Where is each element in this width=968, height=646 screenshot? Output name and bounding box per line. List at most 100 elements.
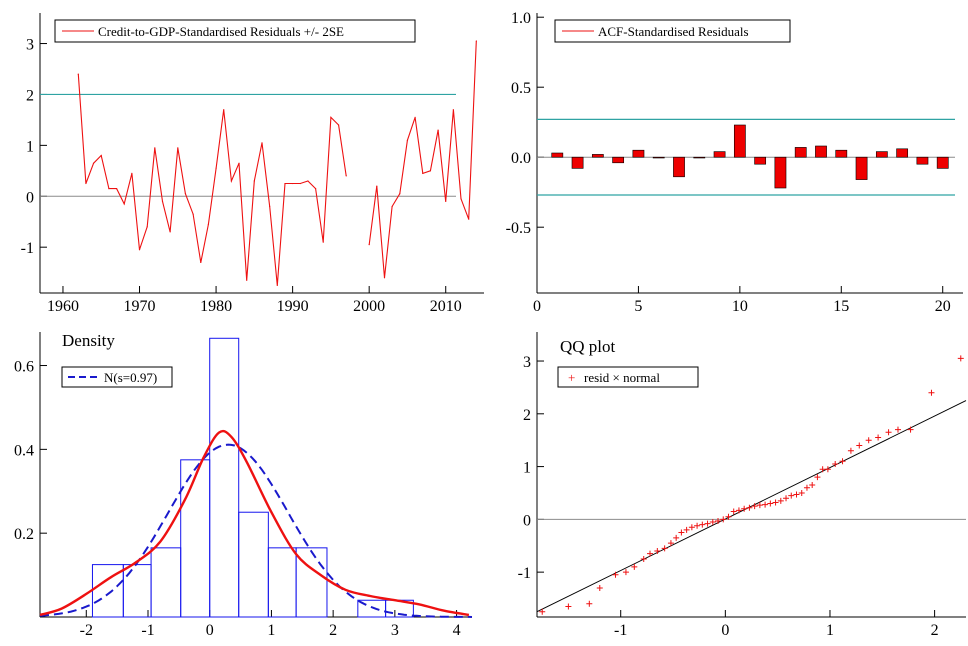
qq-point <box>957 355 964 362</box>
acf-bar <box>673 156 685 178</box>
residuals-y-tick-label: 1 <box>26 138 34 155</box>
residuals-point <box>223 109 225 111</box>
residuals-point <box>85 182 87 185</box>
acf-bar <box>815 145 827 158</box>
histogram-bar <box>295 547 328 618</box>
qq-point <box>783 495 790 502</box>
acf-bar <box>733 124 746 158</box>
qq-y-tick-label: 0 <box>523 512 531 529</box>
acf-legend <box>554 19 791 43</box>
qq-point <box>751 503 758 510</box>
residuals-y-tick-label: 0 <box>26 189 34 206</box>
acf-y-tick-label: 0.5 <box>511 80 531 97</box>
acf-bar <box>774 156 787 189</box>
qq-point <box>847 447 854 454</box>
residuals-point <box>115 188 118 190</box>
qq-point <box>725 513 732 520</box>
residuals-point <box>261 142 263 144</box>
density-x-tick-label: 1 <box>267 622 275 639</box>
qq-point <box>819 466 826 473</box>
residuals-point <box>154 147 156 149</box>
acf-bar <box>754 156 767 165</box>
acf-bar <box>875 151 888 158</box>
residuals-point <box>376 185 378 187</box>
kernel-density-curve <box>39 429 470 617</box>
acf-bar <box>916 156 929 165</box>
residuals-point <box>322 241 324 243</box>
qq-reference-line <box>536 400 967 613</box>
residuals-y-tick-label: -1 <box>21 240 34 257</box>
acf-bar <box>551 152 564 158</box>
residuals-x-tick-label: 1990 <box>277 298 309 315</box>
qq-point <box>793 491 800 498</box>
residuals-point <box>399 193 401 195</box>
residuals-point <box>230 180 232 182</box>
qq-point <box>539 608 546 615</box>
residuals-x-tick-label: 1960 <box>47 298 79 315</box>
density-legend <box>61 366 173 388</box>
acf-bar <box>571 156 584 169</box>
acf-legend-label: ACF-Standardised Residuals <box>598 24 749 39</box>
residuals-point <box>292 182 294 185</box>
qq-x-tick-label: 0 <box>721 622 729 639</box>
qq-point <box>565 603 572 610</box>
density-x-tick-label: 0 <box>206 622 214 639</box>
acf-x-tick-label: 5 <box>634 298 642 315</box>
qq-y-tick-label: 2 <box>523 407 531 424</box>
residuals-point <box>429 170 432 172</box>
qq-point <box>767 500 774 507</box>
residuals-point <box>138 249 141 251</box>
histogram-bar <box>238 511 269 618</box>
normal-density-curve <box>39 443 473 618</box>
residuals-point <box>131 172 133 174</box>
residuals-point <box>422 172 424 174</box>
density-x-tick-label: -1 <box>141 622 154 639</box>
qq-point <box>832 460 839 467</box>
residuals-y-tick-label: 3 <box>26 37 34 54</box>
histogram-bar <box>180 459 211 618</box>
acf-y-tick-label: 0.0 <box>511 150 531 167</box>
residuals-point <box>383 277 386 279</box>
residuals-point <box>169 231 171 233</box>
density-y-tick-label: 0.4 <box>14 442 34 459</box>
qq-point <box>824 466 831 473</box>
residuals-x-tick-label: 1980 <box>200 298 232 315</box>
residuals-point <box>276 284 278 286</box>
qq-point <box>772 499 779 506</box>
density-x-tick-label: 4 <box>453 622 461 639</box>
acf-x-tick-label: 0 <box>533 298 541 315</box>
qq-point <box>667 540 674 547</box>
density-y-tick-label: 0.2 <box>14 526 34 543</box>
residuals-point <box>460 198 462 200</box>
residuals-x-tick-label: 1970 <box>124 298 156 315</box>
residuals-point <box>100 154 102 157</box>
residuals-series-line-1 <box>77 74 347 286</box>
qq-point <box>746 504 753 511</box>
qq-point <box>777 497 784 504</box>
density-y-tick-label: 0.6 <box>14 359 34 376</box>
residuals-point <box>269 205 271 208</box>
acf-x-tick-label: 10 <box>732 298 748 315</box>
qq-legend <box>557 366 699 388</box>
acf-bar <box>855 156 868 180</box>
residuals-point <box>108 188 110 190</box>
qq-point <box>661 545 668 552</box>
residuals-point <box>330 116 332 118</box>
residuals-series-line-2 <box>368 40 477 278</box>
density-title: Density <box>62 331 115 350</box>
qq-point <box>803 484 810 491</box>
residuals-point <box>238 162 240 164</box>
qq-point <box>622 569 629 576</box>
qq-point <box>907 426 914 433</box>
residuals-point <box>475 40 477 42</box>
qq-point <box>814 474 821 481</box>
acf-x-tick-label: 15 <box>833 298 849 315</box>
qq-point <box>596 584 603 591</box>
qq-point <box>678 529 685 536</box>
acf-bar <box>936 156 949 169</box>
qq-point <box>704 520 711 527</box>
acf-x-tick-label: 20 <box>935 298 951 315</box>
qq-point <box>709 519 716 525</box>
residuals-point <box>253 180 255 182</box>
qq-point <box>762 501 769 508</box>
